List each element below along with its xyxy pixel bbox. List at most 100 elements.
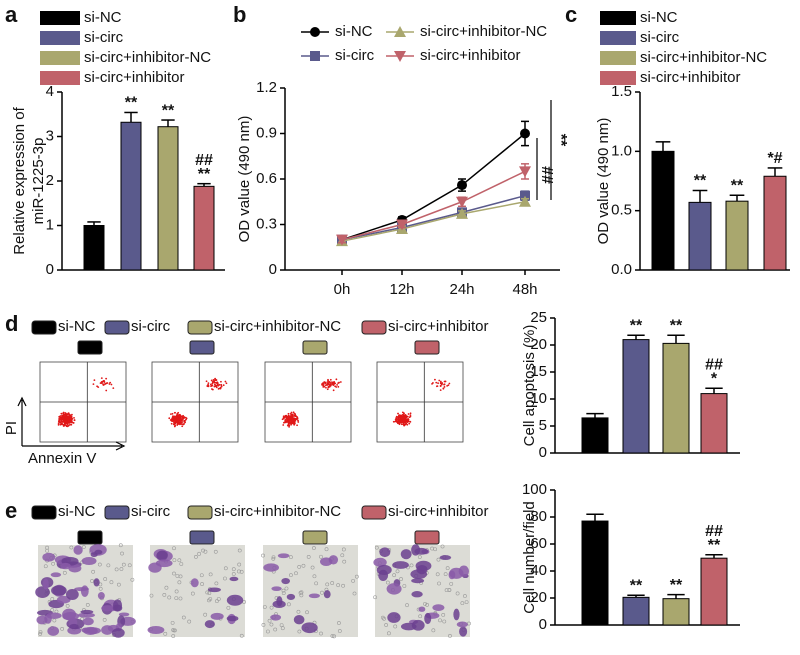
cell: [439, 555, 452, 561]
pore: [60, 626, 65, 631]
cell: [94, 549, 103, 555]
flow-dot: [108, 383, 111, 385]
bar: [120, 121, 142, 271]
flow-dot: [68, 423, 71, 426]
y-tick-label: 60: [530, 535, 547, 552]
flow-dot: [174, 419, 177, 422]
flow-dot: [173, 421, 176, 424]
flow-dot: [182, 417, 185, 420]
flow-dot: [324, 382, 327, 385]
flow-dot: [331, 382, 334, 384]
cell: [190, 578, 199, 588]
pore: [114, 567, 119, 572]
flow-dot: [59, 423, 62, 426]
flow-dot: [205, 380, 208, 383]
flow-dot: [220, 385, 223, 388]
flow-dot: [293, 418, 296, 421]
significance: **: [670, 317, 683, 334]
pore: [239, 569, 244, 574]
pore: [174, 596, 179, 601]
group-tag: [77, 530, 103, 545]
group-tag: [302, 340, 328, 355]
pore: [118, 543, 123, 548]
cell: [453, 608, 460, 621]
flow-dot: [71, 413, 73, 416]
flow-dot: [65, 413, 68, 416]
pore: [395, 569, 400, 574]
legend-label: si-circ+inhibitor-NC: [84, 49, 211, 66]
legend-label: si-circ+inhibitor: [420, 47, 520, 64]
marker: [456, 196, 468, 208]
pore: [187, 619, 192, 624]
pore: [203, 612, 208, 617]
flow-dot: [206, 385, 209, 388]
bar: [622, 339, 650, 454]
flow-dot: [215, 379, 218, 381]
flow-dot: [211, 382, 214, 385]
flow-dot: [109, 381, 112, 384]
bar: [700, 393, 728, 454]
bar: [581, 520, 609, 626]
pore: [262, 605, 267, 609]
flow-dot: [178, 413, 181, 416]
cell: [210, 612, 224, 620]
pore: [289, 555, 293, 560]
flow-dot: [438, 379, 441, 382]
marker: [520, 128, 530, 139]
flow-dot: [64, 416, 67, 419]
bar: [193, 185, 215, 271]
significance: **: [125, 95, 138, 112]
y-axis-label: OD value (490 nm): [236, 116, 253, 243]
flow-dot: [176, 417, 179, 420]
pore: [418, 614, 423, 619]
bar: [662, 342, 690, 454]
micrograph: [263, 545, 358, 637]
flow-dot: [336, 384, 338, 386]
flow-dot: [65, 418, 68, 421]
group-tag: [414, 340, 440, 355]
bar: [688, 201, 712, 271]
bar: [763, 175, 787, 271]
pore: [306, 555, 311, 559]
legend-label: si-circ: [84, 29, 124, 46]
pore: [267, 618, 272, 623]
cell: [226, 615, 239, 622]
cell: [281, 578, 291, 585]
pore: [177, 580, 182, 585]
bar: [83, 225, 105, 271]
flow-dot: [402, 413, 404, 416]
pore: [341, 583, 346, 588]
cell: [448, 570, 456, 580]
pore: [177, 558, 182, 563]
cell: [286, 593, 296, 600]
pore: [121, 562, 126, 567]
flow-dot: [293, 415, 296, 417]
y-tick-label: 0: [539, 616, 547, 633]
pore: [91, 569, 96, 574]
pore: [312, 546, 316, 550]
y-tick-label: 40: [530, 562, 547, 579]
flow-dot: [409, 420, 411, 423]
pore: [216, 597, 221, 601]
pore: [351, 578, 356, 583]
cell: [379, 547, 391, 558]
pore: [261, 622, 266, 627]
pore: [130, 577, 135, 582]
y-tick-label: 80: [530, 508, 547, 525]
pore: [286, 602, 291, 607]
flow-dot: [180, 415, 183, 418]
y-tick-label: 5: [539, 417, 547, 434]
marker: [394, 26, 406, 37]
y-tick-label: 0.5: [611, 202, 632, 219]
flow-dot: [333, 381, 336, 383]
marker: [519, 166, 531, 178]
cell: [65, 589, 79, 600]
legend-swatch: [104, 320, 130, 335]
flow-dot: [180, 421, 183, 424]
pore: [279, 623, 284, 627]
legend-swatch: [361, 505, 387, 520]
pore: [226, 605, 231, 610]
flow-dot: [293, 412, 296, 415]
pore: [120, 551, 124, 556]
cell: [73, 545, 83, 555]
